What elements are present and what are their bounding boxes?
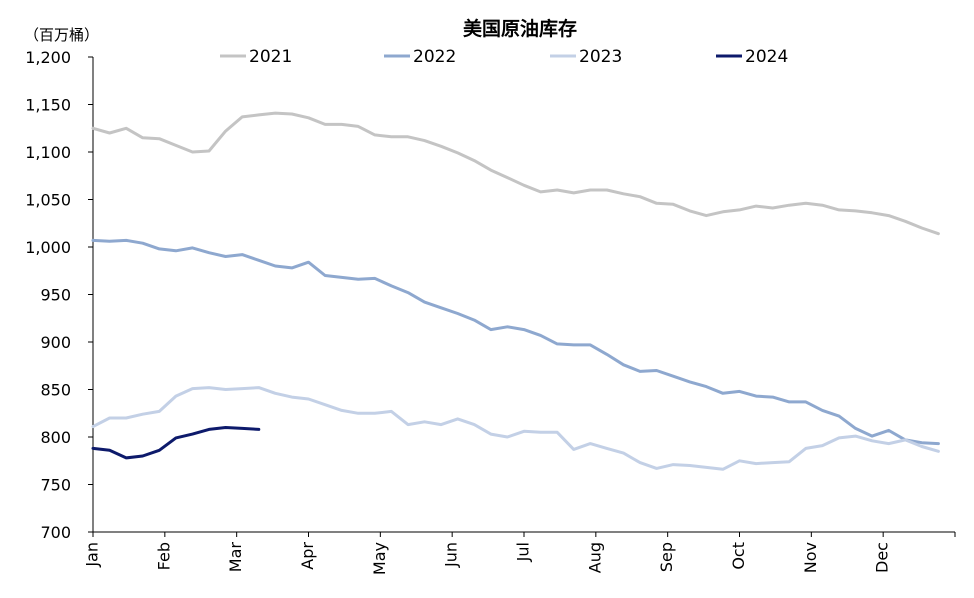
legend-label-2021: 2021 xyxy=(249,47,292,67)
x-tick-label: Dec xyxy=(873,542,892,573)
y-tick-label: 1,050 xyxy=(25,191,71,210)
legend-label-2022: 2022 xyxy=(413,47,456,67)
x-tick-label: May xyxy=(370,542,389,575)
legend-label-2023: 2023 xyxy=(579,47,622,67)
x-axis: Jan Feb Mar Apr May Jun Jul Aug Sep Oct Nov Dec xyxy=(83,531,956,575)
y-axis-unit: （百万桶） xyxy=(24,26,99,44)
y-axis: 700 750 800 850 900 950 1,000 1,050 1,100 1,150 1,… xyxy=(25,48,94,542)
y-tick-label: 700 xyxy=(40,523,71,542)
y-tick-label: 900 xyxy=(40,333,71,352)
x-tick-label: Sep xyxy=(657,542,676,572)
series-line-2024 xyxy=(91,426,261,460)
y-tick-label: 950 xyxy=(40,286,71,305)
x-tick-label: Aug xyxy=(585,542,604,573)
x-tick-label: Feb xyxy=(154,542,173,570)
y-tick-label: 750 xyxy=(40,476,71,495)
x-tick-label: Jul xyxy=(514,542,533,562)
x-tick-label: Oct xyxy=(729,542,748,570)
x-tick-label: Jan xyxy=(83,542,102,568)
y-tick-label: 800 xyxy=(40,428,71,447)
legend: 2021 2022 2023 2024 xyxy=(220,47,788,67)
y-tick-label: 1,200 xyxy=(25,48,71,67)
y-tick-label: 1,150 xyxy=(25,96,71,115)
x-tick-label: Nov xyxy=(801,542,820,573)
series-line-2023 xyxy=(91,386,940,471)
x-tick-label: Apr xyxy=(298,542,317,570)
y-tick-label: 850 xyxy=(40,381,71,400)
y-tick-label: 1,000 xyxy=(25,238,71,257)
legend-label-2024: 2024 xyxy=(745,47,788,67)
series-line-2021 xyxy=(91,111,940,236)
plot-area xyxy=(91,111,940,471)
x-tick-label: Mar xyxy=(226,542,245,573)
x-tick-label: Jun xyxy=(442,542,461,568)
chart-title: 美国原油库存 xyxy=(463,17,577,40)
series-line-2022 xyxy=(91,238,940,446)
y-tick-label: 1,100 xyxy=(25,143,71,162)
